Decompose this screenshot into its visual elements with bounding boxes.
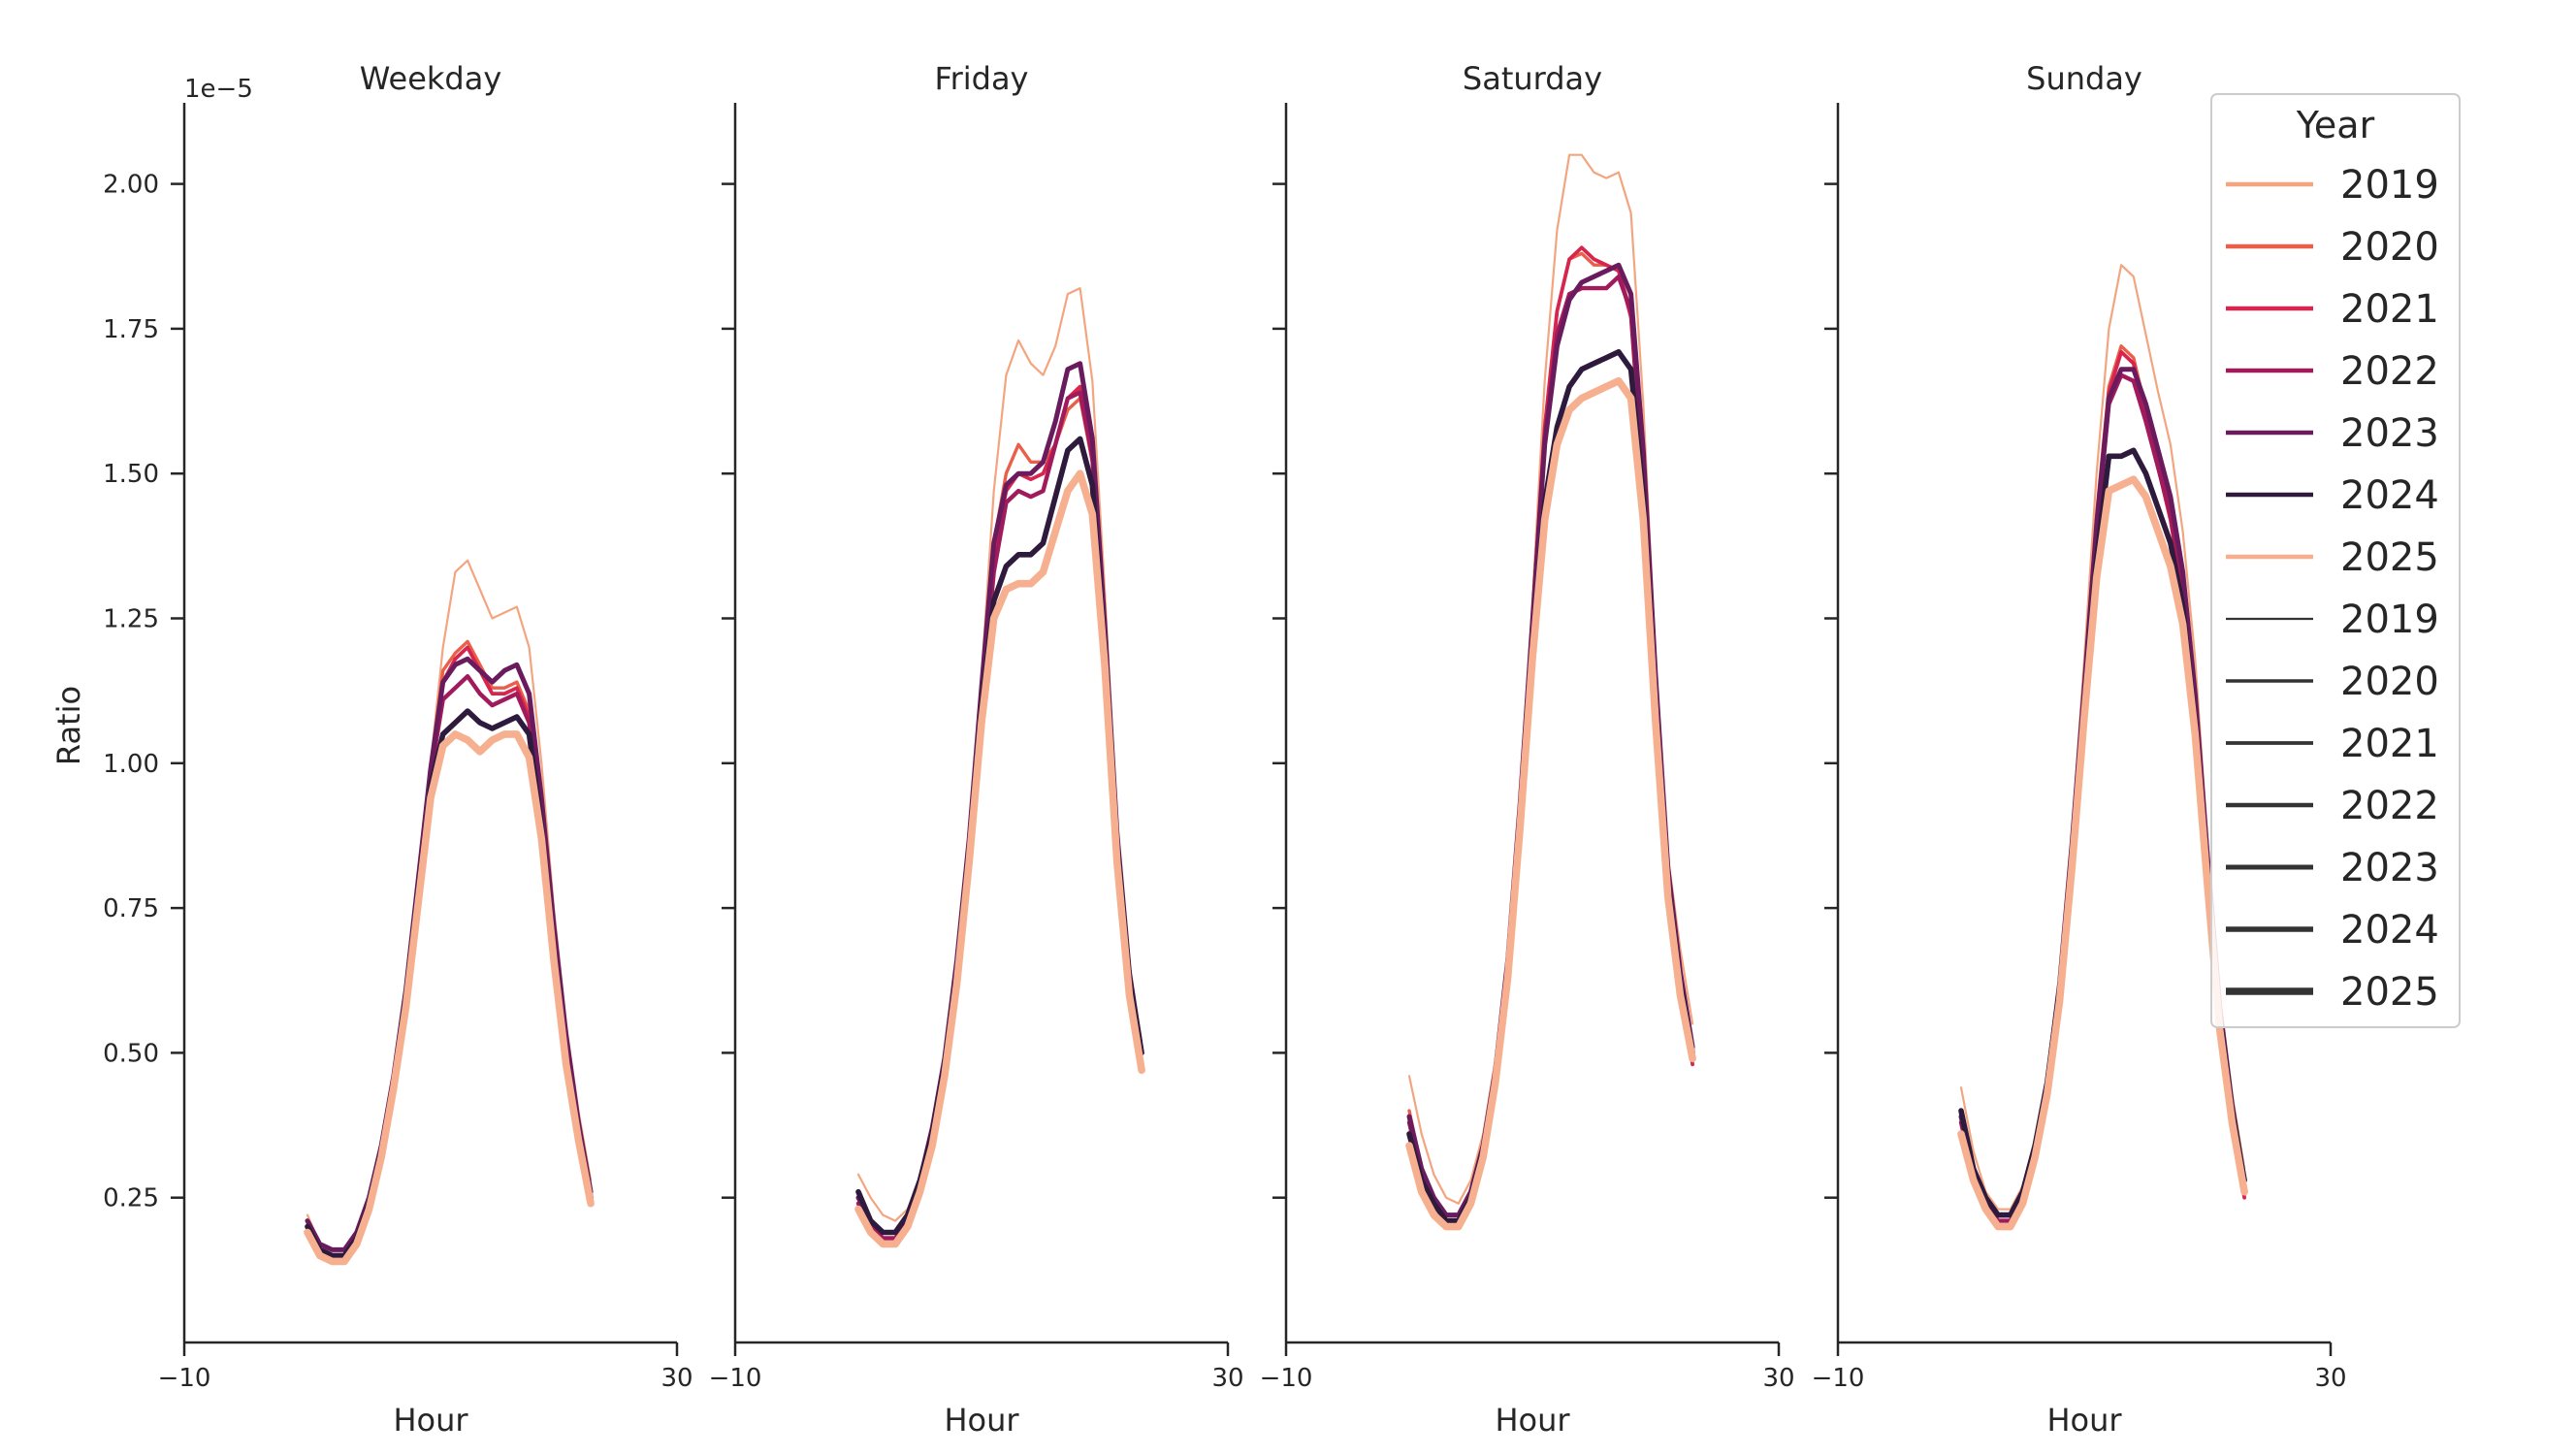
legend-label-width-2025: 2025: [2340, 970, 2439, 1015]
y-tick-label: 0.75: [103, 894, 159, 923]
x-tick-label: 30: [1211, 1364, 1243, 1393]
series-line-2024: [305, 708, 594, 1259]
series-line-2023: [1406, 262, 1695, 1218]
legend-label-color-2019: 2019: [2340, 163, 2439, 208]
y-axis-offset-label: 1e−5: [184, 75, 253, 104]
panel-title: Sunday: [2026, 60, 2142, 97]
series-line-2019: [856, 287, 1143, 1222]
y-tick-label: 2.00: [103, 171, 159, 200]
legend-label-color-2025: 2025: [2340, 535, 2439, 580]
panel-saturday: Saturday −10 30 Hour: [1260, 60, 1795, 1439]
panel-title: Saturday: [1463, 60, 1602, 97]
x-axis-label: Hour: [2046, 1402, 2122, 1439]
x-tick-label: −10: [158, 1364, 211, 1393]
series-line-2025: [304, 730, 595, 1266]
legend-label-color-2023: 2023: [2340, 411, 2439, 456]
x-tick-label: −10: [1260, 1364, 1313, 1393]
x-axis-label: Hour: [944, 1402, 1019, 1439]
series-line-2025: [1957, 475, 2248, 1231]
x-tick-label: 30: [1762, 1364, 1794, 1393]
series-line-2023: [305, 656, 594, 1252]
y-tick-label: 1.00: [103, 750, 159, 779]
legend-label-color-2021: 2021: [2340, 287, 2439, 332]
legend-label-width-2022: 2022: [2340, 784, 2439, 828]
y-tick-label: 1.25: [103, 605, 159, 634]
y-tick-label: 0.25: [103, 1184, 159, 1213]
x-axis-label: Hour: [1495, 1402, 1570, 1439]
series-line-2020: [306, 639, 593, 1258]
series-line-2025: [854, 469, 1145, 1248]
y-tick-label: 1.50: [103, 460, 159, 489]
series-line-2019: [1959, 264, 2246, 1211]
panel-title: Friday: [935, 60, 1029, 97]
x-axis-label: Hour: [393, 1402, 468, 1439]
x-tick-label: 30: [2314, 1364, 2346, 1393]
y-axis-label: Ratio: [50, 686, 87, 765]
legend-label-width-2023: 2023: [2340, 846, 2439, 890]
x-tick-label: 30: [660, 1364, 692, 1393]
panel-title: Weekday: [360, 60, 502, 97]
y-axis-label-group: Ratio 1e−5: [50, 75, 253, 765]
legend-label-width-2020: 2020: [2340, 660, 2439, 704]
x-tick-label: −10: [1812, 1364, 1865, 1393]
y-tick-label: 1.75: [103, 315, 159, 344]
series-line-2022: [305, 674, 594, 1258]
chart-panels: Weekday 0.25 0.50 0.75 1.00 1.25 1.50 1.75 2.00 −…: [103, 60, 2346, 1439]
legend-label-color-2022: 2022: [2340, 349, 2439, 394]
legend: Year 2019 2020 2021 2022 2023 2024 2025 2019 2020…: [2210, 93, 2461, 1028]
panel-friday: Friday −10 30 Hour: [709, 60, 1244, 1439]
x-tick-label: −10: [709, 1364, 762, 1393]
legend-title: Year: [2296, 104, 2375, 146]
legend-label-width-2021: 2021: [2340, 722, 2439, 766]
series-line-2022: [1406, 275, 1695, 1217]
legend-label-color-2020: 2020: [2340, 225, 2439, 270]
legend-label-width-2024: 2024: [2340, 908, 2439, 953]
series-line-2025: [1405, 376, 1696, 1231]
panel-sunday: Sunday −10 30 Hour: [1812, 60, 2347, 1439]
panel-weekday: Weekday 0.25 0.50 0.75 1.00 1.25 1.50 1.75 2.00 −…: [103, 60, 692, 1439]
y-tick-label: 0.50: [103, 1039, 159, 1068]
legend-frame: [2210, 93, 2461, 1028]
legend-label-color-2024: 2024: [2340, 473, 2439, 518]
legend-label-width-2019: 2019: [2340, 598, 2439, 642]
